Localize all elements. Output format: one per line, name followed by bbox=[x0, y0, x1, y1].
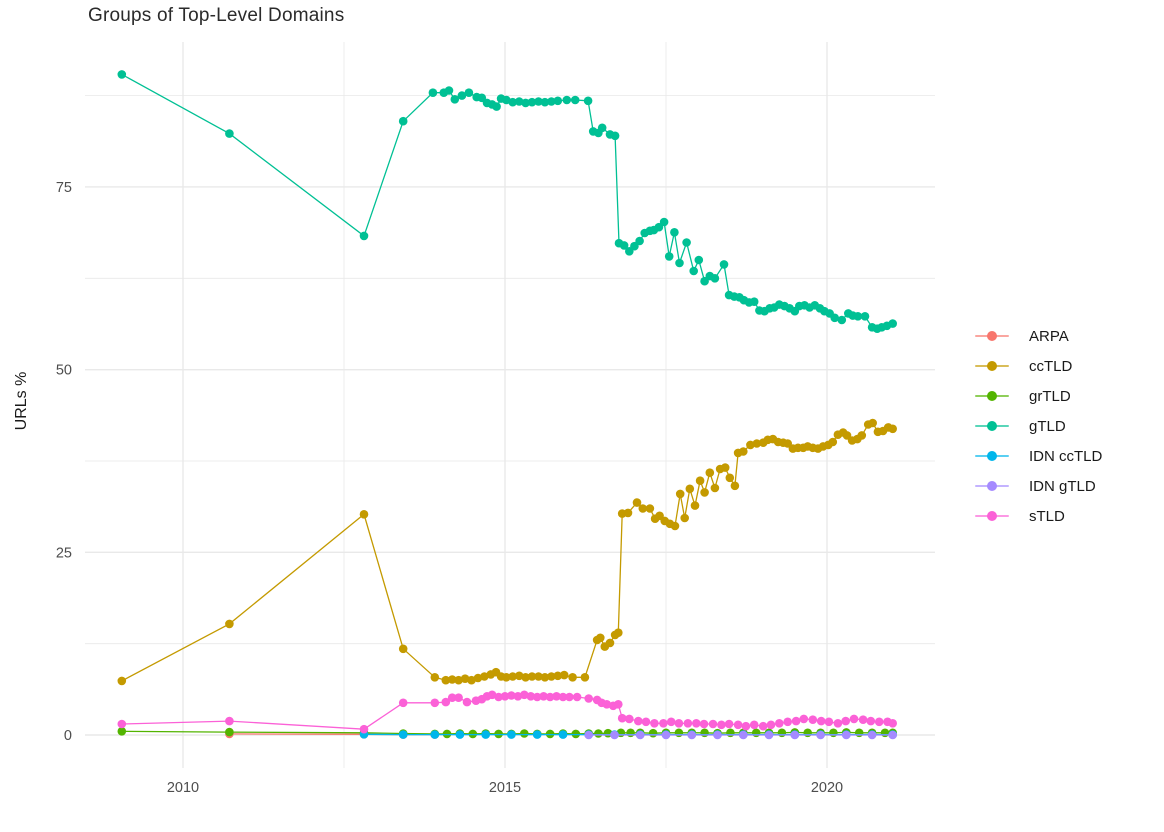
legend-label: IDN gTLD bbox=[1029, 477, 1096, 495]
legend-key-icon bbox=[975, 480, 1009, 492]
svg-text:50: 50 bbox=[56, 363, 72, 379]
legend-item-arpa: ARPA bbox=[975, 321, 1164, 351]
legend-key-icon bbox=[975, 330, 1009, 342]
legend-item-cctld: ccTLD bbox=[975, 351, 1164, 381]
legend-label: ARPA bbox=[1029, 327, 1069, 345]
legend-key-icon bbox=[975, 420, 1009, 432]
y-axis-title: URLs % bbox=[13, 371, 30, 431]
svg-text:25: 25 bbox=[56, 545, 72, 561]
svg-text:2010: 2010 bbox=[167, 780, 199, 796]
legend-label: sTLD bbox=[1029, 507, 1065, 525]
legend-key-icon bbox=[975, 390, 1009, 402]
svg-text:0: 0 bbox=[64, 728, 72, 744]
legend-item-idn-gtld: IDN gTLD bbox=[975, 471, 1164, 501]
legend-item-gtld: gTLD bbox=[975, 411, 1164, 441]
legend: ARPA ccTLD grTLD gTLD IDN ccTLD IDN gTLD… bbox=[975, 321, 1164, 531]
legend-item-grtld: grTLD bbox=[975, 381, 1164, 411]
legend-key-icon bbox=[975, 510, 1009, 522]
legend-label: ccTLD bbox=[1029, 357, 1073, 375]
legend-label: gTLD bbox=[1029, 417, 1066, 435]
legend-label: grTLD bbox=[1029, 387, 1071, 405]
svg-text:75: 75 bbox=[56, 180, 72, 196]
legend-key-icon bbox=[975, 450, 1009, 462]
legend-item-stld: sTLD bbox=[975, 501, 1164, 531]
legend-item-idn-cctld: IDN ccTLD bbox=[975, 441, 1164, 471]
legend-label: IDN ccTLD bbox=[1029, 447, 1103, 465]
svg-text:2020: 2020 bbox=[811, 780, 843, 796]
chart-title: Groups of Top-Level Domains bbox=[88, 5, 345, 26]
legend-key-icon bbox=[975, 360, 1009, 372]
svg-text:2015: 2015 bbox=[489, 780, 521, 796]
